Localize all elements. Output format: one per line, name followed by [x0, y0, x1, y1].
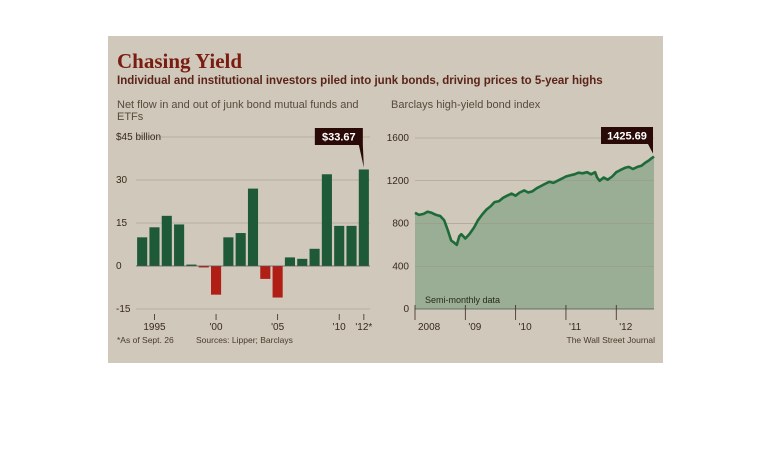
flow-bar — [247, 188, 259, 266]
flow-panel-title: Net flow in and out of junk bond mutual … — [117, 99, 359, 123]
index-y-tick-label: 1200 — [387, 176, 410, 187]
flow-x-tick-label: 1995 — [143, 322, 166, 333]
flow-y-tick-label: $45 billion — [116, 132, 161, 143]
index-x-tick-label: '11 — [569, 322, 582, 333]
flow-bar — [161, 215, 172, 266]
index-area — [415, 156, 654, 309]
credit-note: The Wall Street Journal — [566, 335, 656, 345]
index-x-tick-label: 2008 — [418, 322, 441, 333]
flow-y-tick-label: -15 — [116, 304, 131, 315]
flow-x-tick-label: '10 — [333, 322, 346, 333]
flow-bar — [272, 266, 283, 298]
flow-y-tick-label: 0 — [116, 261, 122, 272]
flow-bar — [235, 233, 246, 266]
index-note: Semi-monthly data — [425, 295, 500, 305]
index-callout-box — [601, 127, 653, 144]
flow-callout-box — [314, 128, 363, 145]
flow-bar — [284, 257, 295, 266]
index-y-tick-label: 1600 — [387, 133, 410, 144]
plot-area: $45 billion 30 15 0 -15 1995 '00 '05 '10 '12* $33.… — [116, 127, 655, 333]
flow-bar — [211, 266, 222, 295]
flow-bar — [334, 225, 345, 266]
flow-x-tick-label: '12* — [355, 322, 372, 333]
flow-bar — [186, 264, 197, 266]
sources-note: Sources: Lipper; Barclays — [196, 335, 293, 345]
index-y-tick-label: 0 — [403, 304, 409, 315]
index-y-tick-label: 800 — [392, 219, 409, 230]
index-line — [414, 155, 655, 247]
flow-bar — [321, 174, 332, 266]
index-x-tick-label: '12 — [619, 322, 632, 333]
index-x-tick-label: '10 — [519, 322, 532, 333]
flow-bar — [358, 169, 369, 266]
chart-subtitle: Individual and institutional investors p… — [117, 75, 603, 87]
flow-callout-pointer — [358, 145, 364, 168]
flow-bar — [297, 258, 308, 266]
index-callout-label: 1425.69 — [607, 131, 647, 143]
flow-bar — [174, 224, 185, 266]
flow-y-tick-label: 15 — [116, 218, 128, 229]
flow-bar — [198, 266, 209, 268]
flow-bar — [149, 227, 160, 266]
flow-bar — [309, 248, 320, 266]
footnote: *As of Sept. 26 — [117, 335, 174, 345]
chart-graphic: Chasing Yield Individual and institution… — [108, 36, 663, 363]
flow-callout-label: $33.67 — [322, 132, 356, 144]
index-x-tick-label: '09 — [468, 322, 481, 333]
index-callout-pointer — [648, 144, 653, 154]
flow-bar — [223, 237, 234, 266]
flow-x-tick-label: '05 — [271, 322, 284, 333]
chart-title: Chasing Yield — [117, 49, 243, 73]
index-y-tick-label: 400 — [392, 261, 409, 272]
flow-y-tick-label: 30 — [116, 175, 128, 186]
flow-bar — [346, 225, 357, 266]
flow-x-tick-label: '00 — [210, 322, 223, 333]
flow-bar — [260, 266, 271, 279]
flow-bar — [137, 237, 148, 266]
index-panel-title: Barclays high-yield bond index — [391, 99, 541, 111]
